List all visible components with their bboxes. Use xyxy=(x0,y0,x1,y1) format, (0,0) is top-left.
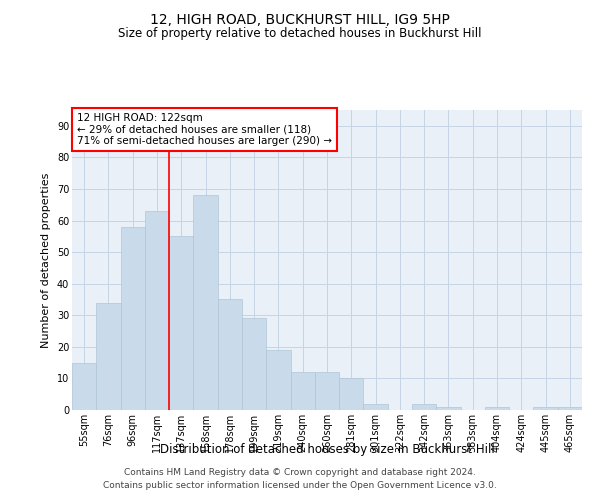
Bar xyxy=(436,407,461,410)
Y-axis label: Number of detached properties: Number of detached properties xyxy=(41,172,51,348)
Bar xyxy=(412,404,436,410)
Bar xyxy=(242,318,266,410)
Text: Size of property relative to detached houses in Buckhurst Hill: Size of property relative to detached ho… xyxy=(118,28,482,40)
Text: Distribution of detached houses by size in Buckhurst Hill: Distribution of detached houses by size … xyxy=(160,442,494,456)
Text: Contains public sector information licensed under the Open Government Licence v3: Contains public sector information licen… xyxy=(103,480,497,490)
Text: 12 HIGH ROAD: 122sqm
← 29% of detached houses are smaller (118)
71% of semi-deta: 12 HIGH ROAD: 122sqm ← 29% of detached h… xyxy=(77,113,332,146)
Bar xyxy=(218,300,242,410)
Bar xyxy=(121,227,145,410)
Text: 12, HIGH ROAD, BUCKHURST HILL, IG9 5HP: 12, HIGH ROAD, BUCKHURST HILL, IG9 5HP xyxy=(150,12,450,26)
Bar xyxy=(145,211,169,410)
Bar xyxy=(533,407,558,410)
Bar xyxy=(266,350,290,410)
Bar xyxy=(96,302,121,410)
Bar xyxy=(364,404,388,410)
Bar xyxy=(485,407,509,410)
Bar xyxy=(558,407,582,410)
Bar xyxy=(339,378,364,410)
Bar xyxy=(72,362,96,410)
Bar xyxy=(169,236,193,410)
Text: Contains HM Land Registry data © Crown copyright and database right 2024.: Contains HM Land Registry data © Crown c… xyxy=(124,468,476,477)
Bar xyxy=(315,372,339,410)
Bar xyxy=(290,372,315,410)
Bar xyxy=(193,196,218,410)
